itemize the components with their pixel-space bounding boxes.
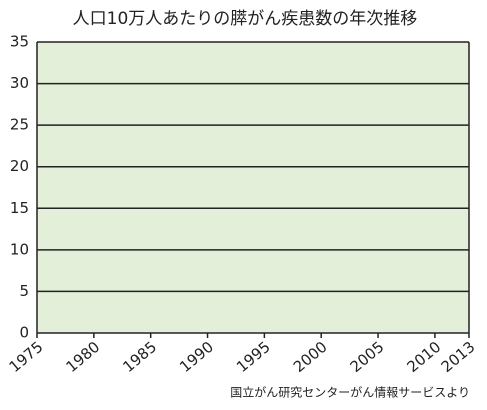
x-tick-label: 1995 (233, 338, 274, 376)
x-tick-label: 1985 (119, 338, 160, 376)
y-tick-label: 30 (10, 74, 29, 92)
y-tick-label: 35 (10, 33, 29, 51)
x-tick-label: 1980 (62, 338, 103, 376)
chart-title: 人口10万人あたりの膵がん疾患数の年次推移 (73, 9, 418, 29)
y-tick-label: 0 (19, 324, 29, 342)
x-tick-label: 2000 (290, 338, 331, 376)
x-tick-label: 1990 (176, 338, 217, 376)
y-tick-label: 5 (19, 282, 29, 300)
y-tick-label: 15 (10, 199, 29, 217)
y-tick-label: 10 (10, 240, 29, 258)
plot-area (37, 42, 469, 333)
x-tick-label: 2010 (404, 338, 445, 376)
x-tick-label: 2005 (347, 338, 388, 376)
y-tick-label: 20 (10, 157, 29, 175)
y-tick-label: 25 (10, 116, 29, 134)
x-tick-label: 1975 (6, 338, 47, 376)
source-note: 国立がん研究センターがん情報サービスより (230, 385, 470, 400)
x-tick-label: 2013 (438, 338, 479, 376)
